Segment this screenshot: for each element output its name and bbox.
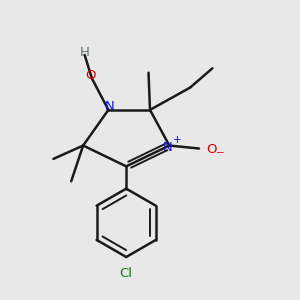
- Text: H: H: [80, 46, 89, 59]
- Text: −: −: [216, 148, 225, 158]
- Text: N: N: [105, 100, 115, 113]
- Text: O: O: [206, 142, 217, 156]
- Text: +: +: [173, 135, 182, 145]
- Text: Cl: Cl: [120, 267, 133, 280]
- Text: O: O: [85, 69, 96, 82]
- Text: N: N: [163, 140, 173, 154]
